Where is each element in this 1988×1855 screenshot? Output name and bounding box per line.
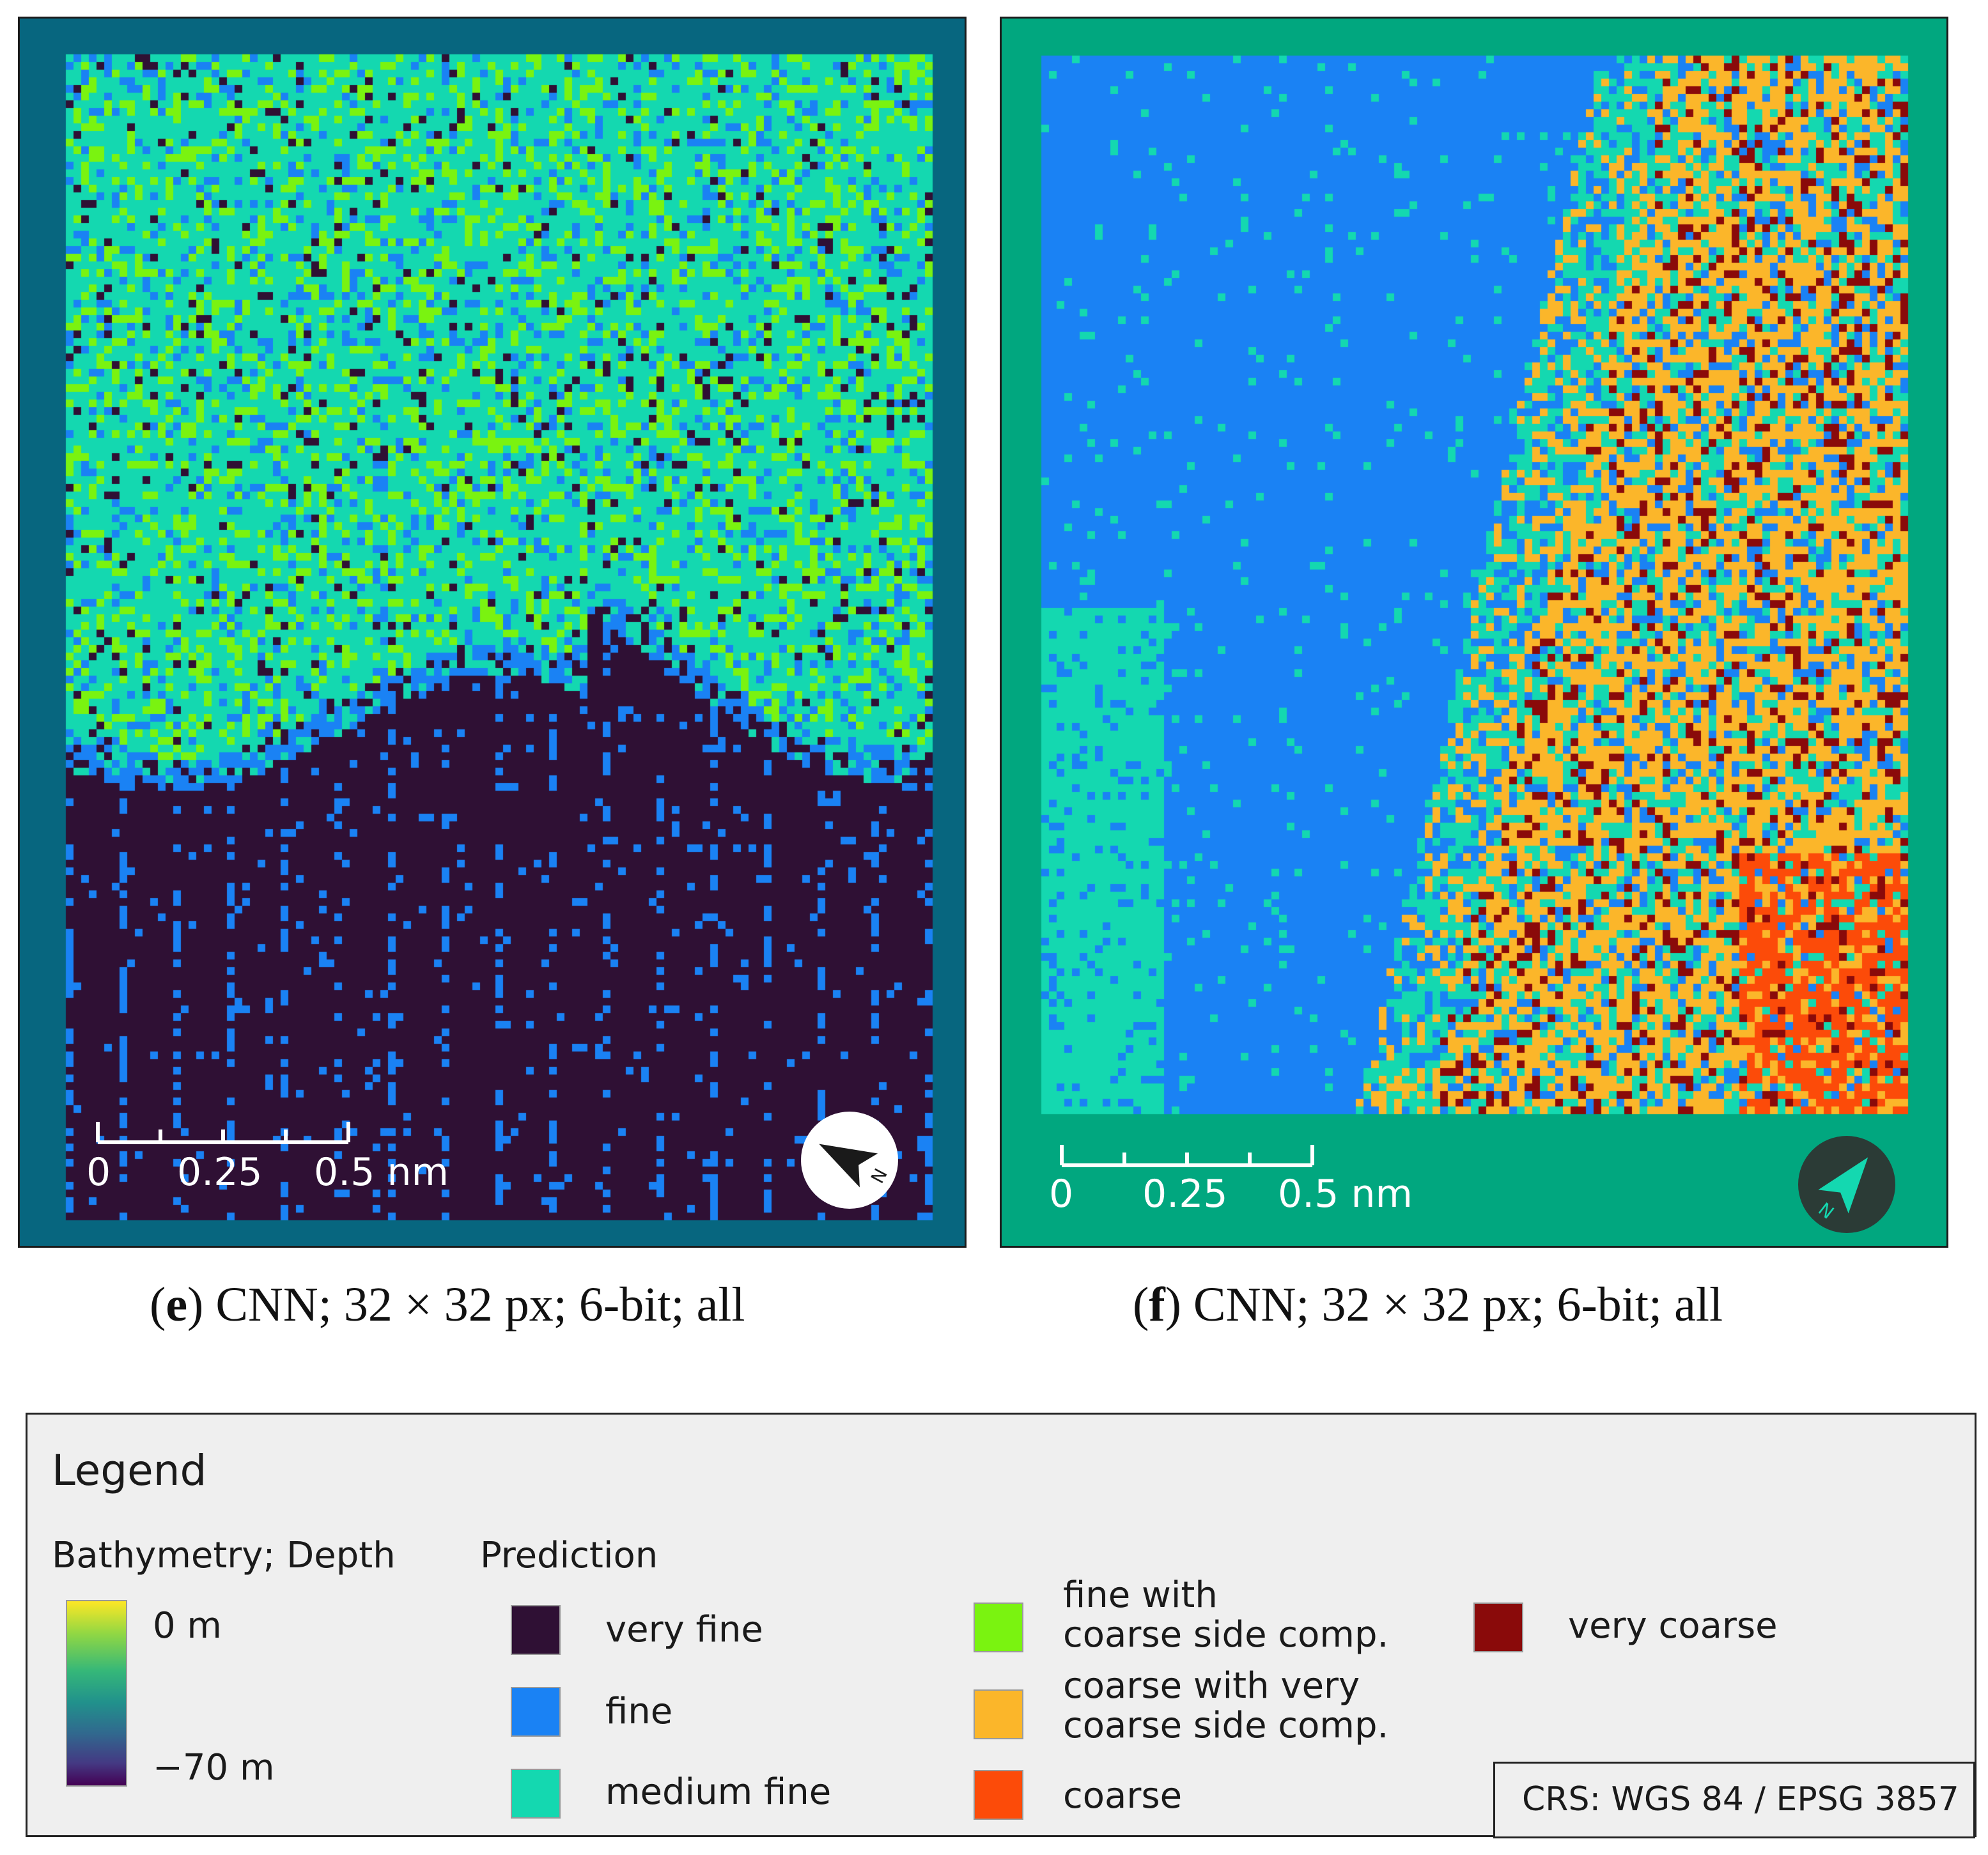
class-label-fine-coarse-side-1: fine with (1063, 1574, 1218, 1616)
caption-e: (e) CNN; 32 × 32 px; 6-bit; all (150, 1277, 745, 1333)
swatch-medium-fine (511, 1769, 561, 1819)
north-arrow-icon: N (1798, 1136, 1895, 1233)
depth-max-label: 0 m (153, 1605, 222, 1647)
scale-bar (1060, 1145, 1314, 1167)
crs-label: CRS: WGS 84 / EPSG 3857 (1522, 1780, 1959, 1819)
caption-text: ) CNN; 32 × 32 px; 6-bit; all (187, 1278, 745, 1331)
class-label-coarse: coarse (1063, 1775, 1183, 1817)
caption-text: ) CNN; 32 × 32 px; 6-bit; all (1165, 1278, 1723, 1331)
depth-color-ramp (66, 1600, 127, 1787)
bathymetry-title: Bathymetry; Depth (52, 1535, 396, 1576)
crs-box: CRS: WGS 84 / EPSG 3857 (1493, 1762, 1975, 1838)
prediction-map-e[interactable] (20, 19, 965, 1246)
swatch-very-coarse (1473, 1603, 1523, 1652)
depth-min-label: −70 m (153, 1747, 275, 1789)
scale-label-0-25: 0.25 (177, 1150, 263, 1195)
class-label-fine: fine (605, 1691, 673, 1732)
scale-label-0: 0 (1049, 1172, 1074, 1216)
prediction-title: Prediction (480, 1535, 658, 1576)
scale-label-0-5-nm: 0.5 nm (314, 1150, 449, 1195)
prediction-map-f[interactable] (1002, 19, 1946, 1246)
caption-open: ( (1133, 1278, 1149, 1331)
class-label-very-coarse: very coarse (1568, 1605, 1778, 1647)
north-arrow-icon: N (801, 1112, 898, 1209)
class-label-coarse-very-coarse-side-1: coarse with very (1063, 1665, 1360, 1707)
caption-f: (f) CNN; 32 × 32 px; 6-bit; all (1133, 1277, 1723, 1333)
caption-letter: e (166, 1278, 188, 1331)
scale-label-0: 0 (86, 1150, 111, 1195)
caption-open: ( (150, 1278, 166, 1331)
map-panel-f: 0 0.25 0.5 nm N (1000, 17, 1948, 1248)
class-label-very-fine: very fine (605, 1609, 763, 1650)
swatch-fine (511, 1687, 561, 1737)
swatch-very-fine (511, 1605, 561, 1655)
scale-label-0-25: 0.25 (1142, 1172, 1228, 1216)
class-label-coarse-very-coarse-side-2: coarse side comp. (1063, 1705, 1389, 1746)
class-label-medium-fine: medium fine (605, 1771, 832, 1813)
scale-bar (96, 1122, 350, 1144)
caption-letter: f (1149, 1278, 1165, 1331)
swatch-coarse (974, 1770, 1023, 1820)
legend-title: Legend (52, 1446, 207, 1495)
swatch-coarse-very-coarse-side (974, 1689, 1023, 1739)
class-label-fine-coarse-side-2: coarse side comp. (1063, 1614, 1389, 1656)
scale-label-0-5-nm: 0.5 nm (1278, 1172, 1413, 1216)
map-panel-e: 0 0.25 0.5 nm N (18, 17, 967, 1248)
swatch-fine-coarse-side (974, 1603, 1023, 1652)
